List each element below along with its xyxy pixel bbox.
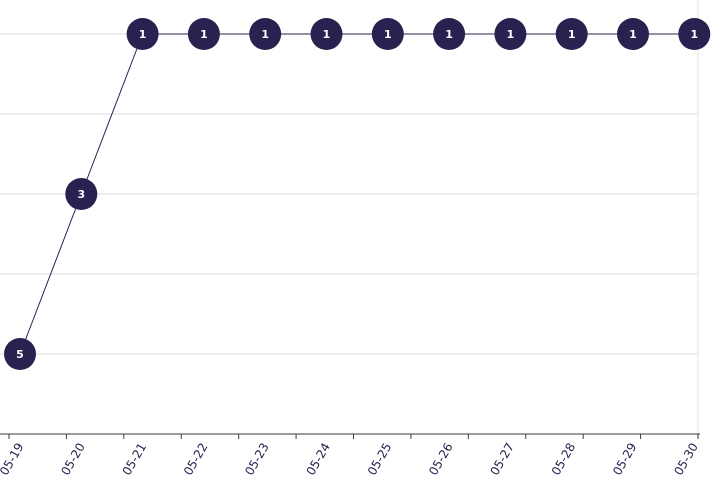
data-point-05-28: 1: [555, 18, 588, 50]
point-marker: [310, 18, 343, 50]
point-label: 1: [139, 28, 147, 41]
x-tick-label-05-24: 05-24: [304, 441, 334, 478]
point-label: 1: [568, 28, 576, 41]
x-tick-label-05-21: 05-21: [120, 441, 150, 478]
data-point-05-21: 1: [126, 18, 159, 50]
point-marker: [371, 18, 404, 50]
point-marker: [4, 338, 36, 370]
x-axis: [0, 433, 700, 439]
point-label: 1: [323, 28, 331, 41]
x-tick-label-05-29: 05-29: [610, 441, 640, 478]
data-point-05-25: 1: [371, 18, 404, 50]
point-marker: [126, 18, 159, 50]
point-label: 5: [16, 348, 24, 361]
x-tick-label-05-22: 05-22: [181, 441, 211, 478]
point-label: 3: [77, 188, 85, 201]
x-tick-label-05-23: 05-23: [242, 441, 272, 478]
x-tick-label-05-30: 05-30: [671, 441, 701, 478]
data-point-05-26: 1: [433, 18, 466, 50]
x-tick-label-05-28: 05-28: [549, 441, 579, 478]
x-tick-label-05-25: 05-25: [365, 441, 395, 478]
x-tick-label-05-27: 05-27: [487, 441, 517, 478]
point-label: 1: [200, 28, 208, 41]
point-marker: [249, 18, 282, 50]
data-point-05-20: 3: [65, 178, 98, 210]
data-point-05-27: 1: [494, 18, 527, 50]
x-tick-labels: 05-19 05-20 05-21 05-22 05-23 05-24 05-25 05-26…: [0, 441, 701, 478]
point-label: 1: [261, 28, 269, 41]
data-point-05-22: 1: [187, 18, 220, 50]
data-points: 5 3 1 1 1 1 1 1 1 1 1 1: [4, 18, 711, 370]
data-point-05-24: 1: [310, 18, 343, 50]
x-tick-label-05-19: 05-19: [0, 441, 27, 478]
data-point-05-30: 1: [678, 18, 711, 50]
point-label: 1: [507, 28, 515, 41]
point-label: 1: [629, 28, 637, 41]
data-point-05-19: 5: [4, 338, 36, 370]
point-marker: [65, 178, 98, 210]
point-label: 1: [384, 28, 392, 41]
point-marker: [617, 18, 649, 50]
data-point-05-23: 1: [249, 18, 282, 50]
grid: [0, 0, 699, 434]
x-tick-label-05-20: 05-20: [58, 441, 88, 478]
data-point-05-29: 1: [617, 18, 649, 50]
point-marker: [494, 18, 527, 50]
point-label: 1: [445, 28, 453, 41]
x-tick-label-05-26: 05-26: [426, 441, 456, 478]
point-marker: [187, 18, 220, 50]
point-marker: [555, 18, 588, 50]
point-marker: [433, 18, 466, 50]
point-marker: [678, 18, 711, 50]
point-label: 1: [690, 28, 698, 41]
